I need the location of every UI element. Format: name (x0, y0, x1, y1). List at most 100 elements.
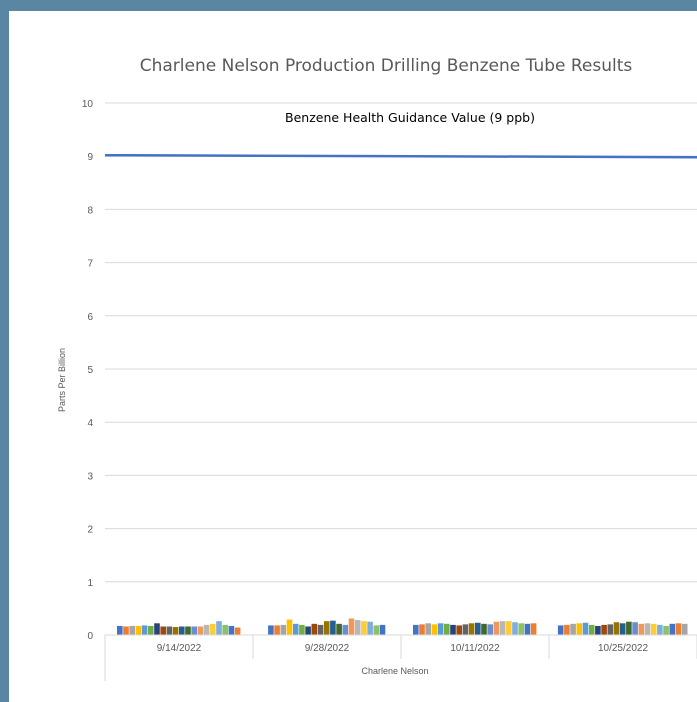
y-tick-label: 9 (87, 152, 93, 163)
reference-line-label: Benzene Health Guidance Value (9 ppb) (285, 110, 535, 125)
bar (675, 623, 682, 635)
bar (154, 623, 160, 635)
bar (450, 624, 456, 635)
x-tick-label: 9/14/2022 (157, 643, 202, 654)
bar (148, 625, 154, 635)
bar (557, 625, 564, 635)
bar (576, 623, 583, 635)
bar (444, 623, 450, 635)
bar (425, 623, 431, 635)
bar (323, 621, 330, 635)
bar (234, 627, 241, 635)
bar (650, 623, 657, 635)
bar (462, 624, 469, 635)
x-tick-label: 10/25/2022 (598, 643, 648, 654)
y-tick-label: 5 (87, 365, 93, 376)
bar (191, 626, 197, 635)
x-axis: 9/14/2022 9/28/2022 10/11/2022 10/25/2022 (104, 634, 697, 681)
reference-line-9ppb (104, 153, 697, 159)
bar (481, 623, 487, 635)
y-tick-label: 2 (87, 525, 93, 536)
bar (129, 625, 135, 635)
bar (292, 623, 299, 635)
bar (582, 622, 589, 635)
y-tick-label: 10 (82, 99, 94, 110)
bar (512, 622, 518, 635)
bar (299, 624, 305, 635)
bar (317, 624, 324, 635)
bar (663, 625, 669, 635)
bar (588, 624, 595, 635)
bar (185, 626, 191, 635)
bar (330, 620, 336, 635)
bar (268, 625, 274, 635)
y-tick-label: 6 (87, 312, 93, 323)
bar (354, 620, 361, 635)
bar (530, 623, 537, 635)
bar (456, 625, 462, 635)
bar (203, 624, 210, 635)
bar (613, 622, 620, 635)
y-tick-label: 8 (87, 205, 93, 216)
y-tick-label: 4 (87, 418, 93, 429)
bar (379, 624, 386, 635)
bar (166, 626, 173, 635)
bar (141, 625, 148, 635)
bar (228, 625, 235, 635)
bar (475, 622, 481, 635)
bar (638, 623, 645, 635)
bar (626, 621, 632, 635)
x-axis-title: Charlene Nelson (361, 666, 428, 676)
y-tick-label: 3 (87, 471, 93, 482)
bar (595, 625, 601, 635)
bar (506, 621, 512, 635)
bar (216, 621, 222, 635)
bar (179, 626, 185, 635)
y-axis-ticks: 0 1 2 3 4 5 6 7 8 9 10 (82, 99, 94, 642)
bar (197, 626, 204, 635)
benzene-chart: Charlene Nelson Production Drilling Benz… (57, 56, 697, 681)
bar (644, 623, 651, 635)
bar (518, 623, 524, 635)
bar (607, 624, 614, 635)
bar (681, 623, 688, 635)
bar (437, 623, 444, 635)
bar (657, 624, 663, 635)
y-tick-label: 1 (87, 578, 93, 589)
bar (669, 623, 676, 635)
bar (286, 619, 293, 635)
bar (431, 624, 438, 635)
bar (342, 624, 349, 635)
bars (117, 618, 688, 635)
x-tick-label: 9/28/2022 (305, 643, 350, 654)
bar (493, 621, 500, 635)
bar (413, 624, 419, 635)
bar (487, 624, 493, 635)
y-axis-title: Parts Per Billion (57, 348, 67, 412)
x-tick-label: 10/11/2022 (450, 643, 500, 654)
y-tick-label: 0 (87, 631, 93, 642)
bar (280, 624, 287, 635)
bar (601, 624, 607, 635)
bar (367, 621, 373, 635)
bar (222, 624, 228, 635)
bar (160, 626, 166, 635)
bar (468, 623, 475, 635)
bar (361, 621, 367, 635)
bar (336, 623, 342, 635)
bar (135, 625, 142, 635)
bar (373, 625, 380, 635)
bar (172, 627, 179, 635)
bar (524, 623, 531, 635)
gridlines (105, 102, 697, 636)
bar (305, 626, 311, 635)
bar (564, 624, 570, 635)
bar (274, 625, 280, 635)
bar (348, 618, 355, 635)
bar (210, 623, 216, 635)
chart-title: Charlene Nelson Production Drilling Benz… (140, 56, 633, 76)
bar (619, 623, 626, 635)
bar (570, 623, 576, 635)
bar (117, 625, 123, 635)
bar (123, 626, 129, 635)
